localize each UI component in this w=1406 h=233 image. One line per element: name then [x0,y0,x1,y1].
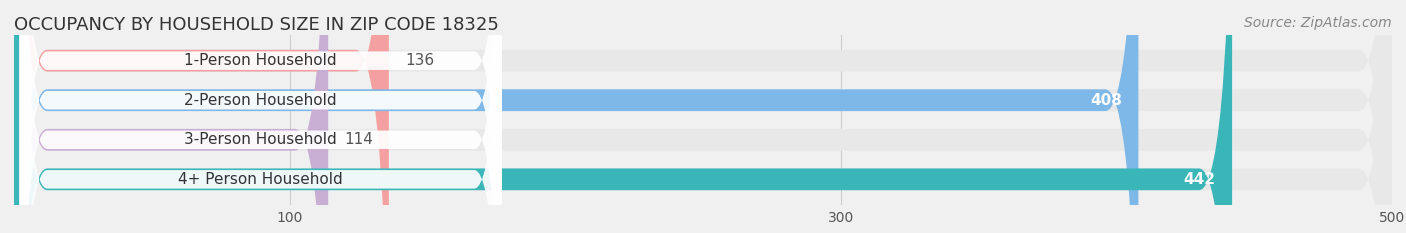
Text: 2-Person Household: 2-Person Household [184,93,337,108]
FancyBboxPatch shape [14,0,1392,233]
FancyBboxPatch shape [14,0,328,233]
FancyBboxPatch shape [14,0,1139,233]
Text: Source: ZipAtlas.com: Source: ZipAtlas.com [1244,16,1392,30]
FancyBboxPatch shape [20,0,502,233]
Text: 3-Person Household: 3-Person Household [184,132,337,147]
Text: 1-Person Household: 1-Person Household [184,53,337,68]
Text: 408: 408 [1090,93,1122,108]
FancyBboxPatch shape [20,0,502,233]
FancyBboxPatch shape [14,0,1392,233]
FancyBboxPatch shape [20,0,502,233]
Text: 114: 114 [344,132,374,147]
FancyBboxPatch shape [14,0,389,233]
Text: OCCUPANCY BY HOUSEHOLD SIZE IN ZIP CODE 18325: OCCUPANCY BY HOUSEHOLD SIZE IN ZIP CODE … [14,16,499,34]
FancyBboxPatch shape [20,0,502,233]
FancyBboxPatch shape [14,0,1392,233]
FancyBboxPatch shape [14,0,1392,233]
FancyBboxPatch shape [14,0,1232,233]
Text: 4+ Person Household: 4+ Person Household [179,172,343,187]
Text: 442: 442 [1184,172,1216,187]
Text: 136: 136 [405,53,434,68]
